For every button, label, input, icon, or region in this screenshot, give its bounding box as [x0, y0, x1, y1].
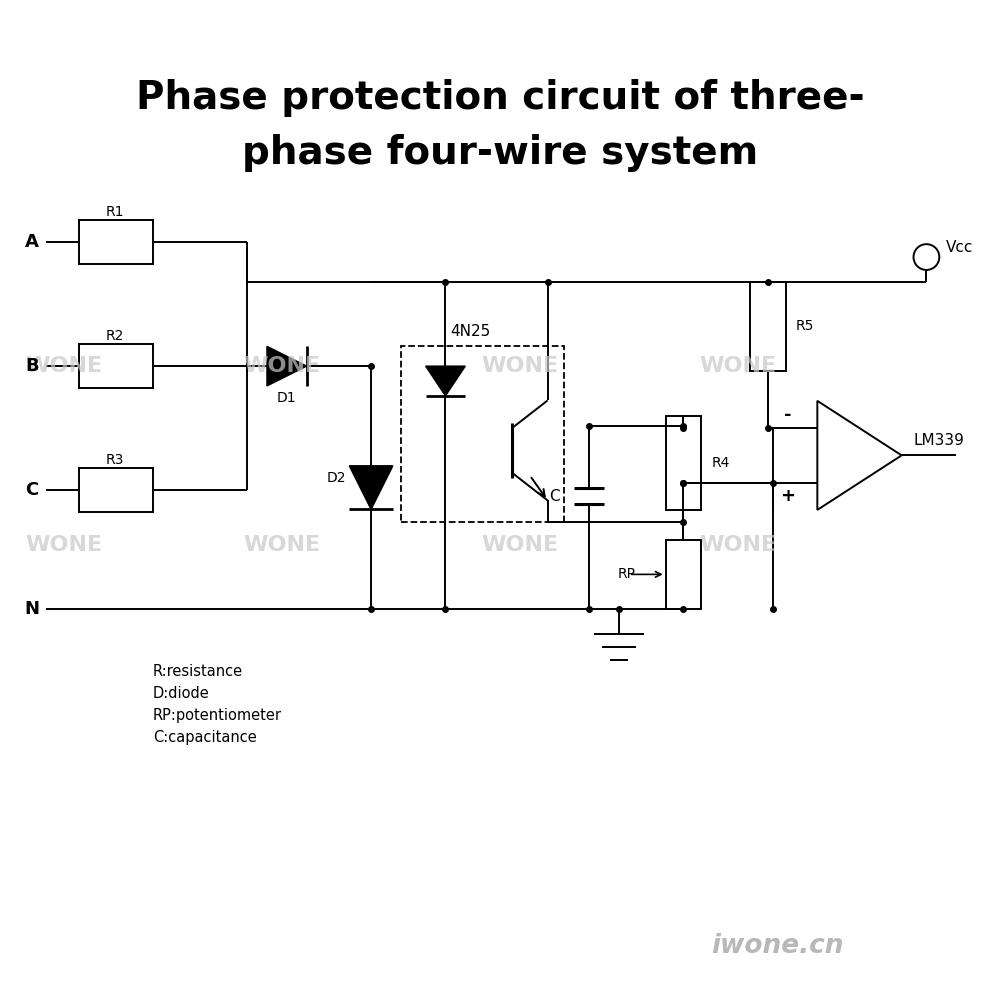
Text: R3: R3 [106, 453, 124, 467]
Text: WONE: WONE [243, 535, 320, 555]
Bar [401, 346, 564, 522]
Text: WONE: WONE [25, 535, 102, 555]
Polygon shape [426, 366, 465, 396]
Text: WONE: WONE [481, 535, 558, 555]
Text: D2: D2 [327, 471, 346, 485]
Text: WONE: WONE [699, 535, 777, 555]
Text: RP: RP [618, 567, 636, 581]
Text: R5: R5 [796, 319, 814, 333]
Text: phase four-wire system: phase four-wire system [242, 134, 758, 172]
Text: B: B [25, 357, 39, 375]
Text: -: - [784, 406, 791, 424]
Bar [79, 220, 153, 264]
Text: 4N25: 4N25 [450, 324, 490, 339]
Bar [79, 344, 153, 388]
Text: R4: R4 [711, 456, 730, 470]
Text: N: N [24, 600, 39, 618]
Text: Vcc: Vcc [946, 240, 974, 255]
Text: C: C [549, 489, 560, 504]
Text: A: A [25, 233, 39, 251]
Text: WONE: WONE [25, 356, 102, 376]
Text: R1: R1 [106, 205, 124, 219]
Text: iwone.cn: iwone.cn [711, 933, 844, 959]
Bar [666, 416, 701, 510]
Text: R2: R2 [106, 329, 124, 343]
Polygon shape [267, 346, 307, 386]
Text: WONE: WONE [481, 356, 558, 376]
Text: +: + [780, 487, 795, 505]
Text: D1: D1 [277, 391, 297, 405]
Bar [79, 468, 153, 512]
Text: Phase protection circuit of three-: Phase protection circuit of three- [136, 79, 864, 117]
Polygon shape [817, 401, 902, 510]
Polygon shape [349, 466, 393, 509]
Text: R:resistance
D:diode
RP:potentiometer
C:capacitance: R:resistance D:diode RP:potentiometer C:… [153, 664, 282, 745]
Text: LM339: LM339 [914, 433, 964, 448]
Text: C: C [25, 481, 39, 499]
Text: WONE: WONE [699, 356, 777, 376]
Text: WONE: WONE [243, 356, 320, 376]
Bar [666, 540, 701, 609]
Bar [750, 282, 786, 371]
